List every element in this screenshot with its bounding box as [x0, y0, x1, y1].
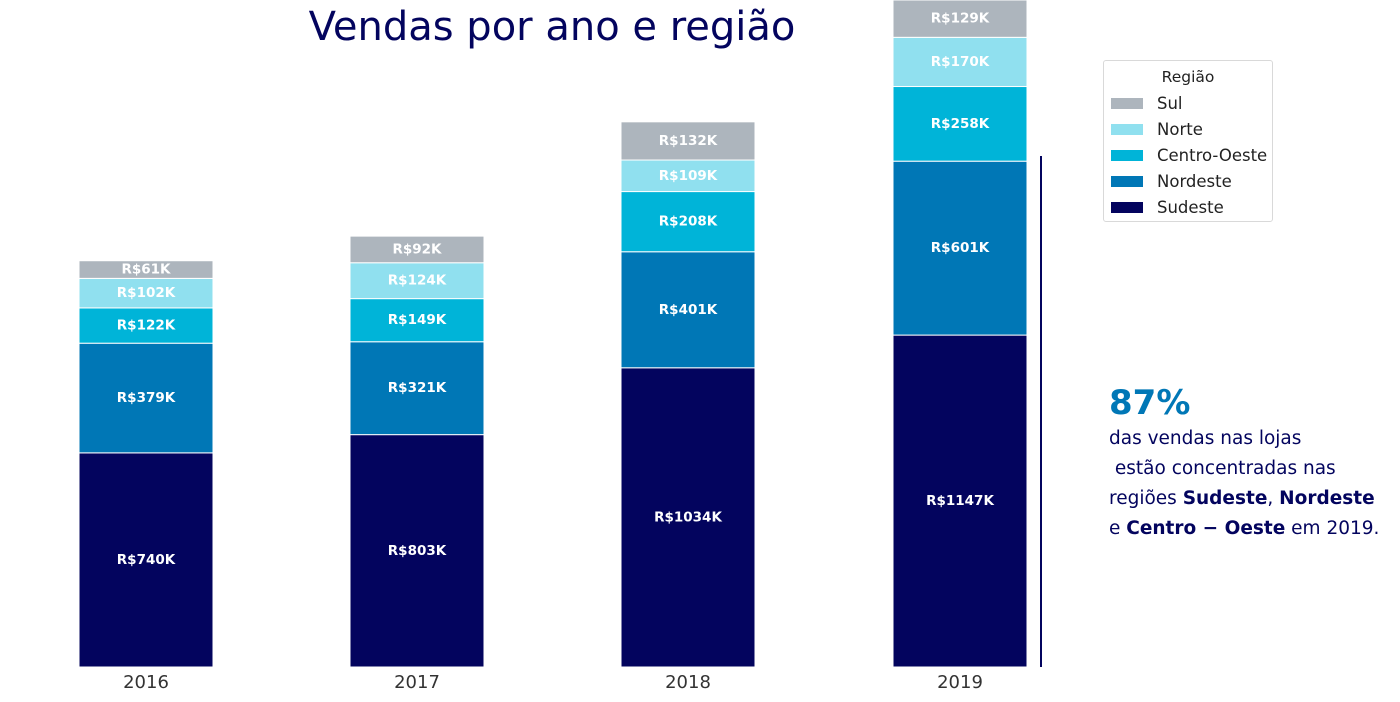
annotation-line-4-suffix: em 2019.: [1285, 518, 1380, 539]
data-label-sudeste-2018: R$1034K: [654, 509, 722, 525]
data-label-sul-2017: R$92K: [392, 241, 442, 257]
annotation: 87% das vendas nas lojas estão concentra…: [1109, 382, 1379, 544]
annotation-line-1: das vendas nas lojas: [1109, 428, 1302, 449]
bar-centro-oeste-2016: [78, 307, 214, 344]
data-label-nordeste-2017: R$321K: [388, 380, 447, 396]
data-label-centro-oeste-2019: R$258K: [931, 116, 990, 132]
data-label-sudeste-2019: R$1147K: [926, 493, 994, 509]
legend-swatch-sul: [1111, 97, 1143, 109]
data-label-norte-2019: R$170K: [931, 54, 990, 70]
data-label-norte-2018: R$109K: [659, 168, 718, 184]
data-label-centro-oeste-2017: R$149K: [388, 312, 447, 328]
legend-label-centro-oeste: Centro-Oeste: [1157, 145, 1268, 165]
bar-norte-2018: [620, 159, 756, 193]
data-label-sul-2018: R$132K: [659, 133, 718, 149]
bar-nordeste-2018: [620, 251, 756, 369]
legend-label-norte: Norte: [1157, 119, 1203, 139]
bar-sul-2016: [78, 260, 214, 279]
legend-label-nordeste: Nordeste: [1157, 172, 1232, 192]
annotation-sudeste: Sudeste: [1182, 488, 1268, 509]
bar-centro-oeste-2017: [349, 298, 485, 343]
bar-sudeste-2019: [892, 334, 1028, 668]
data-label-sul-2019: R$129K: [931, 11, 990, 27]
x-tick-label-2017: 2017: [394, 672, 440, 693]
bar-norte-2017: [349, 262, 485, 300]
annotation-line-4-prefix: e: [1109, 518, 1127, 539]
legend-swatch-norte: [1111, 123, 1143, 135]
legend-item-sul: Sul: [1104, 90, 1272, 116]
bar-centro-oeste-2019: [892, 86, 1028, 162]
data-label-centro-oeste-2016: R$122K: [117, 318, 176, 334]
bar-norte-2016: [78, 277, 214, 309]
x-tick-label-2016: 2016: [123, 672, 169, 693]
legend-item-nordeste: Nordeste: [1104, 169, 1272, 195]
annotation-line-3-prefix: regiões: [1109, 488, 1183, 509]
legend-item-sudeste: Sudeste: [1104, 195, 1272, 221]
stacked-bar-chart: R$740K R$379K R$122K R$102K R$61K 2016 R$803K R…: [78, 0, 1042, 693]
legend-swatch-sudeste: [1111, 202, 1143, 214]
annotation-line-2: estão concentradas nas: [1109, 458, 1336, 479]
annotation-line-4: e Centro − Oeste em 2019.: [1109, 514, 1379, 544]
legend-item-norte: Norte: [1104, 116, 1272, 142]
data-label-norte-2016: R$102K: [117, 285, 176, 301]
bar-sul-2019: [892, 0, 1028, 38]
data-label-norte-2017: R$124K: [388, 273, 447, 289]
x-tick-label-2019: 2019: [937, 672, 983, 693]
x-tick-label-2018: 2018: [665, 672, 711, 693]
legend-swatch-nordeste: [1111, 176, 1143, 188]
annotation-centro-oeste: Centro − Oeste: [1126, 518, 1286, 539]
bar-sudeste-2018: [620, 367, 756, 668]
bar-nordeste-2017: [349, 341, 485, 436]
legend: Região Sul Norte Centro-Oeste Nordeste S…: [1103, 60, 1273, 222]
bar-sul-2017: [349, 235, 485, 264]
data-label-sul-2016: R$61K: [121, 262, 171, 278]
bar-nordeste-2019: [892, 160, 1028, 336]
bar-sul-2018: [620, 121, 756, 161]
legend-swatch-centro-oeste: [1111, 149, 1143, 161]
chart-title: Vendas por ano e região: [308, 4, 796, 50]
legend-title: Região: [1161, 68, 1215, 86]
annotation-headline: 87%: [1109, 383, 1191, 423]
data-label-nordeste-2016: R$379K: [117, 390, 176, 406]
bar-sudeste-2017: [349, 434, 485, 668]
data-label-nordeste-2019: R$601K: [931, 240, 990, 256]
data-label-nordeste-2018: R$401K: [659, 302, 718, 318]
data-label-centro-oeste-2018: R$208K: [659, 214, 718, 230]
data-label-sudeste-2016: R$740K: [117, 552, 176, 568]
data-label-sudeste-2017: R$803K: [388, 543, 447, 559]
legend-label-sudeste: Sudeste: [1157, 198, 1224, 218]
legend-label-sul: Sul: [1157, 93, 1183, 113]
annotation-sep: ,: [1267, 488, 1280, 509]
annotation-line-3: regiões Sudeste, Nordeste: [1109, 484, 1379, 514]
legend-item-centro-oeste: Centro-Oeste: [1104, 142, 1272, 168]
bar-centro-oeste-2018: [620, 191, 756, 253]
annotation-nordeste: Nordeste: [1279, 488, 1375, 509]
bar-sudeste-2016: [78, 452, 214, 668]
